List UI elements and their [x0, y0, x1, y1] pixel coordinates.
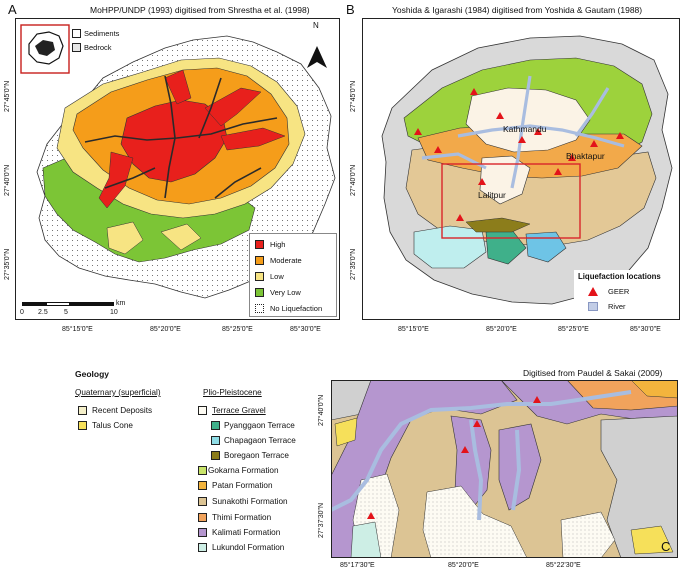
sediments-label: Sediments [84, 29, 120, 38]
a-lon-tick-3: 85°25'0"E [222, 326, 253, 333]
inset-map [20, 24, 70, 74]
panel-b-map [362, 18, 680, 320]
c-lon-tick-1: 85°17'30"E [340, 562, 375, 569]
scale-5: 5 [64, 309, 68, 316]
scale-0: 0 [20, 309, 24, 316]
c-lat-tick-1: 27°40'0"N [318, 394, 325, 426]
c-lon-tick-3: 85°22'30"E [546, 562, 581, 569]
quaternary-heading: Quaternary (superficial) [75, 388, 161, 397]
panel-c-letter: C [661, 539, 671, 554]
legend-moderate-swatch [255, 256, 264, 265]
geer-points [414, 88, 624, 221]
talus-cone-swatch [78, 421, 87, 430]
panel-b-legend: Liquefaction locations GEER River [574, 270, 676, 318]
panel-c-geer-points [367, 396, 541, 519]
geer-legend-icon [588, 287, 598, 296]
a-lat-tick-3: 27°35'0"N [4, 248, 11, 280]
north-label: N [313, 21, 319, 30]
c-lat-tick-2: 27°37'30"N [318, 502, 325, 538]
legend-verylow-label: Very Low [270, 288, 301, 297]
place-lalitpur: Lalitpur [478, 190, 506, 200]
lukundol-swatch [198, 543, 207, 552]
legend-high-label: High [270, 240, 286, 249]
chapagaon-label: Chapagaon Terrace [224, 436, 296, 445]
b-lat-tick-3: 27°35'0"N [350, 248, 357, 280]
bedrock-label: Bedrock [84, 43, 112, 52]
gokarna-label: Gokarna Formation [208, 466, 279, 475]
b-lon-tick-4: 85°30'0"E [630, 326, 661, 333]
legend-verylow-swatch [255, 288, 264, 297]
b-lon-tick-2: 85°20'0"E [486, 326, 517, 333]
boregaon-label: Boregaon Terrace [224, 451, 289, 460]
liq-legend-title: Liquefaction locations [578, 272, 661, 281]
patan-label: Patan Formation [212, 481, 273, 490]
legend-moderate-label: Moderate [270, 256, 302, 265]
river-legend-label: River [608, 302, 626, 311]
scale-10: 10 [110, 309, 118, 316]
panel-a-source: MoHPP/UNDP (1993) digitised from Shresth… [90, 5, 310, 15]
legend-noliq-swatch [255, 304, 264, 313]
river-legend-swatch [588, 302, 598, 311]
terrace-gravel-label: Terrace Gravel [212, 406, 266, 415]
sediments-swatch [72, 29, 81, 38]
talus-cone-label: Talus Cone [92, 421, 133, 430]
scale-2-5: 2.5 [38, 309, 48, 316]
legend-noliq-label: No Liquefaction [270, 304, 323, 313]
b-lat-tick-1: 27°45'0"N [350, 80, 357, 112]
panel-a-map [15, 18, 340, 320]
a-lon-tick-4: 85°30'0"E [290, 326, 321, 333]
legend-low-swatch [255, 272, 264, 281]
scale-unit: km [116, 300, 126, 307]
b-lon-tick-1: 85°15'0"E [398, 326, 429, 333]
terrace-gravel-swatch [198, 406, 207, 415]
study-area-box [441, 163, 581, 239]
sunakothi-label: Sunakothi Formation [212, 497, 288, 506]
legend-high-swatch [255, 240, 264, 249]
sunakothi-swatch [198, 497, 207, 506]
thimi-label: Thimi Formation [212, 513, 272, 522]
plio-heading: Plio-Pleistocene [203, 388, 262, 397]
chapagaon-swatch [211, 436, 220, 445]
a-lon-tick-2: 85°20'0"E [150, 326, 181, 333]
place-bhaktapur: Bhaktapur [566, 151, 605, 161]
pyanggaon-swatch [211, 421, 220, 430]
boregaon-swatch [211, 451, 220, 460]
north-arrow-icon [307, 46, 327, 68]
lukundol-label: Lukundol Formation [212, 543, 285, 552]
bedrock-swatch [72, 43, 81, 52]
kalimati-label: Kalimati Formation [212, 528, 281, 537]
recent-deposits-swatch [78, 406, 87, 415]
recent-deposits-label: Recent Deposits [92, 406, 153, 415]
legend-low-label: Low [270, 272, 284, 281]
pyanggaon-label: Pyanggaon Terrace [224, 421, 295, 430]
panel-a-letter: A [8, 2, 17, 17]
panel-c-map [331, 380, 678, 558]
a-lon-tick-1: 85°15'0"E [62, 326, 93, 333]
b-lat-tick-2: 27°40'0"N [350, 164, 357, 196]
panel-b-letter: B [346, 2, 355, 17]
a-lat-tick-2: 27°40'0"N [4, 164, 11, 196]
geer-legend-label: GEER [608, 287, 630, 296]
panel-c-source: Digitised from Paudel & Sakai (2009) [523, 368, 663, 378]
panel-a-legend: High Moderate Low Very Low No Liquefacti… [249, 233, 337, 317]
a-lat-tick-1: 27°45'0"N [4, 80, 11, 112]
b-lon-tick-3: 85°25'0"E [558, 326, 589, 333]
c-lon-tick-2: 85°20'0"E [448, 562, 479, 569]
panel-b-source: Yoshida & Igarashi (1984) digitised from… [392, 5, 643, 15]
gokarna-swatch [198, 466, 207, 475]
patan-swatch [198, 481, 207, 490]
geology-title: Geology [75, 369, 110, 379]
thimi-swatch [198, 513, 207, 522]
kalimati-swatch [198, 528, 207, 537]
place-kathmandu: Kathmandu [503, 124, 547, 134]
